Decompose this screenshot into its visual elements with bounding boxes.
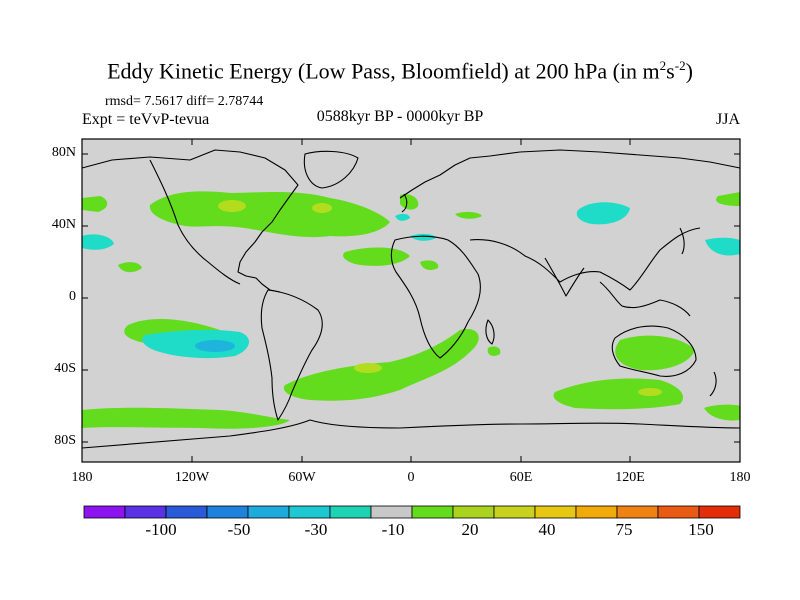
colorbar-swatch [124, 505, 167, 519]
colorbar-label: -10 [381, 520, 405, 539]
coast-antarctica [81, 419, 741, 449]
period-label: 0588kyr BP - 0000kyr BP [316, 108, 484, 125]
negative-region-west-pacific [705, 237, 740, 256]
season-label: JJA [716, 111, 741, 128]
colorbar-swatch [493, 505, 536, 519]
positive-anomaly-regions [82, 191, 740, 429]
coast-south-america [260, 289, 323, 421]
axis-ticks [81, 139, 741, 462]
colorbar-label: 150 [688, 520, 714, 539]
colorbar-swatch [411, 505, 454, 519]
positive-strong-regions [218, 200, 662, 396]
colorbar-swatch [288, 505, 331, 519]
negative-region-africa-west [395, 213, 410, 221]
positive-region-europe-band [455, 211, 482, 219]
positive-region-west-europe [400, 194, 419, 210]
colorbar-swatch [698, 505, 741, 519]
x-tick-60w: 60W [288, 470, 316, 485]
strong-negative-south-pacific [195, 340, 235, 352]
colorbar-swatch [247, 505, 290, 519]
y-tick-80n: 80N [51, 145, 76, 160]
coast-southeast-asia [599, 281, 691, 317]
colorbar-label: -30 [304, 520, 328, 539]
positive-region-southern-atlantic [283, 329, 479, 401]
positive-region-north-pacific [82, 196, 108, 212]
positive-region-central-pacific [118, 262, 142, 273]
colorbar-label: 75 [615, 520, 633, 539]
colorbar-swatch [83, 505, 126, 519]
coast-madagascar [485, 319, 495, 345]
coast-greenland [303, 150, 359, 189]
y-tick-80s: 80S [54, 433, 76, 448]
chart-title: Eddy Kinetic Energy (Low Pass, Bloomfiel… [107, 58, 693, 84]
positive-region-north-america-atlantic [149, 191, 390, 238]
positive-region-southern-indian [553, 378, 684, 410]
colorbar-label: -50 [227, 520, 251, 539]
coast-north-america [81, 149, 299, 293]
experiment-label: Expt = teVvP-tevua [82, 111, 210, 128]
coastlines [81, 149, 741, 449]
strong-positive-atlantic [312, 203, 332, 213]
colorbar-swatch [575, 505, 618, 519]
negative-strong-regions [195, 340, 235, 352]
strong-positive-north-america [218, 200, 246, 212]
x-tick-180e: 180 [729, 470, 751, 485]
positive-region-mid-atlantic [343, 247, 410, 266]
strong-positive-south-indian [638, 388, 662, 396]
x-tick-0: 0 [407, 470, 415, 485]
strong-positive-south-atlantic [354, 363, 382, 373]
positive-region-southern-ocean-west [82, 407, 290, 429]
colorbar-swatch [452, 505, 495, 519]
coast-new-zealand [709, 371, 717, 397]
y-tick-40s: 40S [54, 361, 76, 376]
statistics-text: rmsd= 7.5617 diff= 2.78744 [105, 94, 264, 109]
positive-region-indian-ocean [487, 346, 501, 356]
negative-region-east-pacific [82, 234, 114, 250]
x-tick-180w: 180 [71, 470, 93, 485]
y-tick-0: 0 [69, 289, 76, 304]
x-tick-120w: 120W [174, 470, 210, 485]
x-tick-60e: 60E [509, 470, 533, 485]
y-tick-40n: 40N [51, 217, 76, 232]
coast-uk [401, 193, 408, 213]
colorbar-swatch [657, 505, 700, 519]
coast-middle-east-asia [469, 227, 701, 291]
coast-australia [611, 325, 697, 377]
coast-japan [679, 227, 685, 255]
colorbar-swatch [534, 505, 577, 519]
positive-region-australia [615, 335, 695, 371]
map-panel [81, 138, 741, 463]
x-tick-120e: 120E [615, 470, 645, 485]
colorbar-swatch [616, 505, 659, 519]
positive-region-nw-pacific [716, 192, 740, 206]
colorbar-label: 20 [461, 520, 479, 539]
colorbar-swatch [329, 505, 372, 519]
coast-india [544, 257, 585, 297]
colorbar-label: 40 [538, 520, 556, 539]
coast-africa [390, 235, 481, 359]
negative-region-europe-east [410, 233, 436, 241]
colorbar-swatch [206, 505, 249, 519]
colorbar-swatch [165, 505, 208, 519]
colorbar-swatch [370, 505, 413, 519]
coast-europe [399, 149, 741, 199]
positive-region-south-pacific-east [704, 404, 740, 421]
positive-region-africa-east [420, 260, 439, 270]
coast-north-america-west [149, 159, 241, 285]
negative-region-central-asia [576, 202, 630, 225]
colorbar-label: -100 [145, 520, 177, 539]
colorbar [83, 505, 741, 519]
